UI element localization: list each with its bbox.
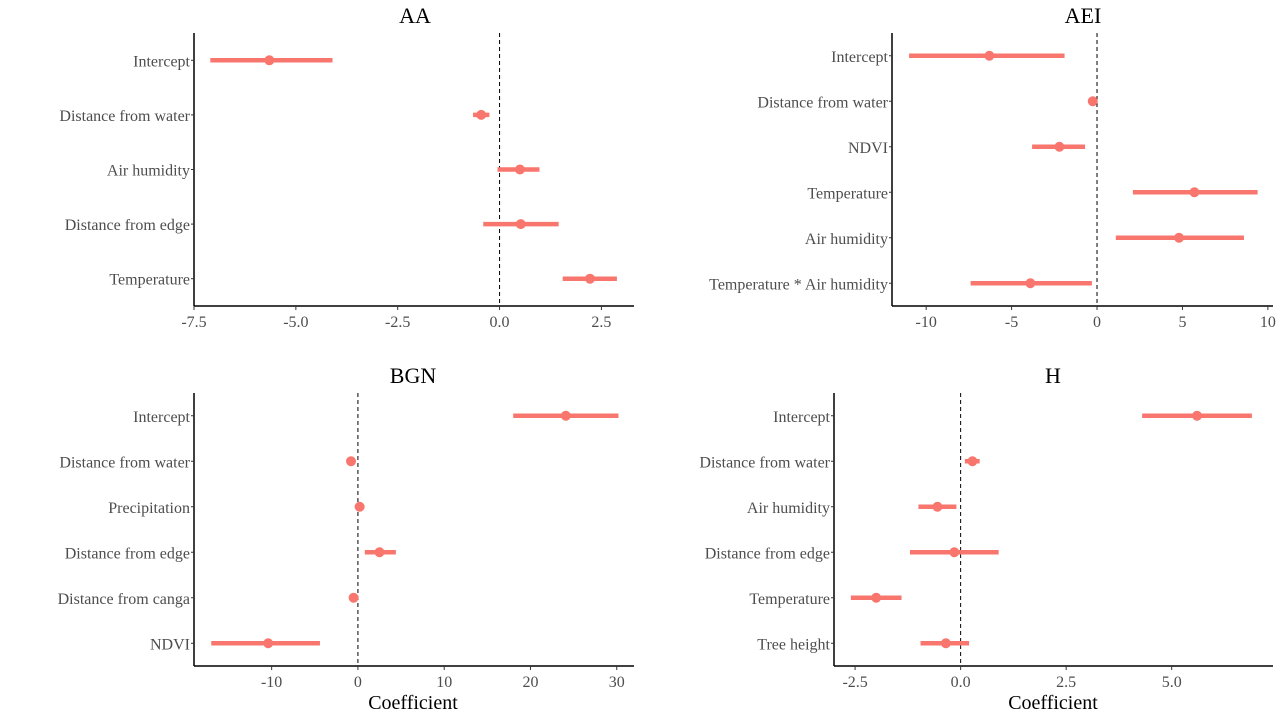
x-tick-label: 0 <box>1093 314 1101 331</box>
coefficient-point <box>354 501 365 512</box>
y-tick-label: Temperature <box>807 185 888 202</box>
y-tick-label: Temperature <box>109 272 190 289</box>
coefficient-point <box>984 50 995 61</box>
panel-bgn: BGN Coefficient Intercept Distance from w… <box>58 363 634 714</box>
y-tick-label: Tree height <box>757 636 830 653</box>
x-tick-label: 2.5 <box>1056 674 1076 691</box>
x-tick-label: 5.0 <box>1162 674 1182 691</box>
y-tick-label: Distance from edge <box>65 217 190 234</box>
y-tick-label: Air humidity <box>107 163 190 180</box>
x-axis-title: Coefficient <box>1008 692 1098 714</box>
coefficient-point <box>263 638 274 649</box>
x-tick-label: -2.5 <box>842 674 867 691</box>
y-tick-label: Temperature <box>749 591 830 608</box>
coefficient-point <box>940 638 951 649</box>
coefficient-point <box>515 219 526 230</box>
coefficient-point <box>871 592 882 603</box>
y-tick-label: Distance from edge <box>65 545 190 562</box>
coefficient-point <box>346 456 357 467</box>
y-tick-label: Intercept <box>831 49 888 66</box>
x-tick-label: -5.0 <box>283 314 308 331</box>
y-tick-label: Distance from water <box>59 108 190 125</box>
panel-aei: AEI Intercept Distance from water NDVI Temp… <box>709 3 1276 331</box>
panel-aa: AA Intercept Distance from water Air humid… <box>59 3 634 331</box>
x-tick-label: 10 <box>436 674 452 691</box>
x-tick-label: -5 <box>1005 314 1018 331</box>
x-tick-label: 20 <box>522 674 538 691</box>
y-tick-label: Air humidity <box>805 231 888 248</box>
y-tick-label: Distance from canga <box>58 591 190 608</box>
panel-title: AA <box>399 3 431 28</box>
coefficient-point <box>967 456 978 467</box>
coefficient-point <box>374 547 385 558</box>
x-tick-label: -2.5 <box>385 314 410 331</box>
x-tick-label: -10 <box>916 314 937 331</box>
coefficient-point <box>1087 96 1098 107</box>
panel-title: H <box>1045 363 1061 388</box>
y-tick-label: Precipitation <box>108 500 190 517</box>
y-tick-label: Intercept <box>133 409 190 426</box>
x-tick-label: 0.0 <box>490 314 510 331</box>
y-tick-label: Distance from edge <box>705 545 830 562</box>
coefficient-point <box>949 547 960 558</box>
coefficient-point <box>264 55 275 66</box>
coefficient-point <box>514 164 525 175</box>
coefficient-point <box>585 273 595 284</box>
y-tick-label: NDVI <box>848 140 888 157</box>
panel-h: H Coefficient Intercept Distance from wat… <box>699 363 1273 714</box>
coefficient-point <box>1054 141 1065 152</box>
coefficient-point <box>1174 232 1185 243</box>
y-tick-label: Intercept <box>773 409 830 426</box>
coefficient-point <box>1189 187 1200 198</box>
x-tick-label: 30 <box>609 674 625 691</box>
coefficient-point <box>560 410 571 421</box>
panel-title: AEI <box>1065 3 1102 28</box>
coefficient-point <box>476 109 487 120</box>
y-tick-label: Distance from water <box>699 454 830 471</box>
x-tick-label: 10 <box>1260 314 1276 331</box>
coefficient-point <box>932 501 943 512</box>
x-tick-label: -7.5 <box>181 314 206 331</box>
coefficient-point <box>1192 410 1203 421</box>
y-tick-label: Distance from water <box>757 94 888 111</box>
coefficient-point <box>348 592 359 603</box>
y-tick-label: Intercept <box>133 53 190 70</box>
x-tick-label: -10 <box>261 674 282 691</box>
x-tick-label: 2.5 <box>591 314 611 331</box>
y-tick-label: Distance from water <box>59 454 190 471</box>
coefficient-point <box>1025 278 1036 289</box>
x-tick-label: 5 <box>1178 314 1186 331</box>
panel-title: BGN <box>390 363 437 388</box>
y-tick-label: NDVI <box>150 636 190 653</box>
y-tick-label: Air humidity <box>747 500 830 517</box>
y-tick-label: Temperature * Air humidity <box>709 276 888 293</box>
x-tick-label: 0.0 <box>951 674 971 691</box>
x-tick-label: 0 <box>354 674 362 691</box>
x-axis-title: Coefficient <box>368 692 458 714</box>
